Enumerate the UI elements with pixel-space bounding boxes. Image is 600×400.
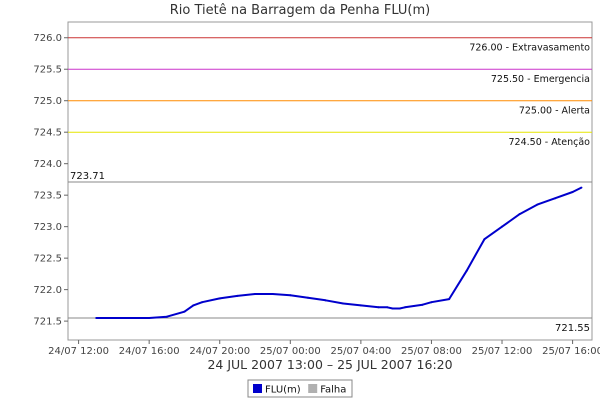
data-point: [342, 302, 345, 305]
data-point: [183, 310, 186, 313]
x-tick-label: 25/07 16:00: [542, 346, 600, 357]
reference-label: 721.55: [555, 323, 590, 334]
y-tick-label: 725.5: [33, 65, 62, 76]
y-tick-label: 726.0: [33, 33, 62, 44]
data-point: [377, 306, 380, 309]
data-point: [395, 307, 398, 310]
x-axis: 24/07 12:00 24/07 16:00 24/07 20:00 25/07 0…: [48, 340, 600, 357]
x-tick-label: 25/07 00:00: [260, 346, 321, 357]
data-point: [403, 306, 406, 309]
data-point: [580, 186, 583, 189]
data-point: [398, 307, 401, 310]
data-point: [271, 293, 274, 296]
period-label: 24 JUL 2007 13:00 – 25 JUL 2007 16:20: [207, 357, 452, 372]
data-point: [553, 197, 556, 200]
legend-swatch: [253, 384, 262, 393]
series-layer: [95, 186, 583, 319]
reference-label: 723.71: [70, 171, 105, 182]
y-tick-label: 725.0: [33, 96, 62, 107]
data-point: [306, 296, 309, 299]
x-tick-label: 25/07 08:00: [401, 346, 462, 357]
data-point: [289, 294, 292, 297]
data-point: [218, 297, 221, 300]
x-tick-label: 25/07 12:00: [472, 346, 533, 357]
data-point: [571, 191, 574, 194]
data-point: [359, 304, 362, 307]
legend-swatch: [308, 384, 318, 393]
data-point: [112, 316, 115, 319]
x-tick-label: 24/07 20:00: [189, 346, 250, 357]
data-point: [192, 304, 195, 307]
chart-title: Rio Tietê na Barragem da Penha FLU(m): [170, 3, 431, 18]
y-tick-label: 724.5: [33, 128, 62, 139]
legend-label: FLU(m): [265, 385, 301, 396]
data-point: [483, 238, 486, 241]
threshold-label: 724.50 - Atenção: [509, 137, 591, 148]
legend: FLU(m) Falha: [247, 379, 353, 398]
data-point: [386, 306, 389, 309]
data-point: [518, 213, 521, 216]
data-point: [95, 316, 98, 319]
y-tick-label: 722.0: [33, 285, 62, 296]
data-point: [165, 315, 168, 318]
data-point: [430, 301, 433, 304]
y-axis: 721.5 722.0 722.5 723.0 723.5 724.0 724.5 725.0…: [33, 33, 68, 328]
data-point: [324, 299, 327, 302]
x-tick-label: 25/07 04:00: [330, 346, 391, 357]
y-tick-label: 724.0: [33, 159, 62, 170]
legend-box: [247, 379, 353, 398]
data-point: [130, 316, 133, 319]
threshold-lines: 726.00 - Extravasamento 725.50 - Emergenc…: [68, 37, 592, 148]
y-tick-label: 722.5: [33, 254, 62, 265]
plot-border: [67, 21, 593, 341]
data-point: [412, 304, 415, 307]
threshold-label: 725.50 - Emergencia: [491, 74, 590, 85]
data-point: [536, 203, 539, 206]
y-tick-label: 723.5: [33, 191, 62, 202]
data-point: [465, 269, 468, 272]
data-point: [421, 303, 424, 306]
x-tick-label: 24/07 12:00: [48, 346, 109, 357]
y-tick-label: 721.5: [33, 317, 62, 328]
data-point: [391, 307, 394, 310]
data-point: [236, 294, 239, 297]
threshold-label: 726.00 - Extravasamento: [469, 43, 590, 54]
data-point: [201, 301, 204, 304]
plot-area: [67, 21, 593, 341]
data-point: [501, 225, 504, 228]
data-point: [148, 316, 151, 319]
threshold-label: 725.00 - Alerta: [519, 106, 590, 117]
legend-label: Falha: [320, 385, 346, 396]
x-tick-label: 24/07 16:00: [119, 346, 180, 357]
y-tick-label: 723.0: [33, 222, 62, 233]
data-point: [448, 298, 451, 301]
data-point: [254, 293, 257, 296]
